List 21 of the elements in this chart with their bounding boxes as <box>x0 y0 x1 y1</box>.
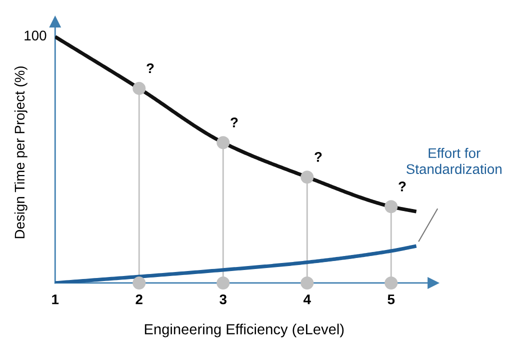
point <box>300 276 314 290</box>
x-tick-label: 3 <box>220 294 226 304</box>
x-tick-label: 5 <box>388 294 395 304</box>
point <box>384 276 398 290</box>
point <box>300 170 314 184</box>
point <box>384 200 398 214</box>
x-axis-title: Engineering Efficiency (eLevel) <box>144 324 344 338</box>
point <box>132 276 146 290</box>
y-axis-title: Design Time per Project (%) <box>14 66 28 238</box>
point <box>216 276 230 290</box>
annotation: ? <box>314 152 322 162</box>
annotation: ? <box>230 118 238 128</box>
annotation: ? <box>146 63 154 74</box>
point <box>216 136 230 150</box>
annotation: 100 <box>24 30 46 40</box>
x-tick-label: 4 <box>303 294 311 304</box>
x-tick-label: 1 <box>52 294 59 304</box>
x-tick-label: 2 <box>136 294 142 304</box>
point <box>132 82 146 95</box>
annotation: ? <box>398 182 406 192</box>
text: Effort for Standardization <box>406 148 502 174</box>
